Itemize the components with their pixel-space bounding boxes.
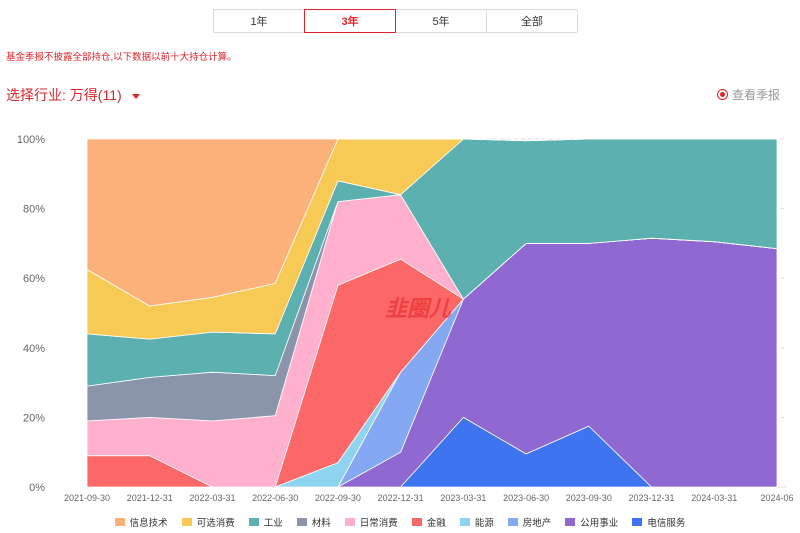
legend-label: 可选消费 xyxy=(196,518,235,529)
x-tick-label: 2023-03-31 xyxy=(440,493,486,503)
legend-item[interactable]: 金融 xyxy=(411,515,446,529)
legend-label: 工业 xyxy=(263,518,283,529)
chart-legend: 信息技术 可选消费 工业 材料 日常消费 金融 能源 房地产 公用事业 电信服务 xyxy=(0,515,800,529)
y-tick-label: 60% xyxy=(23,273,45,285)
legend-swatch xyxy=(459,518,470,526)
y-tick-label: 0% xyxy=(29,482,45,494)
legend-label: 电信服务 xyxy=(647,518,686,529)
x-tick-label: 2024-03-31 xyxy=(691,493,737,503)
stacked-area-chart: 0%20%40%60%80%100% 2021-09-30 2021-12-31 2… xyxy=(17,134,794,503)
x-tick-label: 2022-12-31 xyxy=(378,493,424,503)
x-tick-label: 2022-03-31 xyxy=(189,493,235,503)
legend-swatch xyxy=(344,518,355,526)
tab-1y[interactable]: 1年 xyxy=(213,9,305,33)
x-tick-label: 2021-09-30 xyxy=(64,493,110,503)
legend-item[interactable]: 能源 xyxy=(459,515,494,529)
tab-5y[interactable]: 5年 xyxy=(395,9,487,33)
industry-selector[interactable]: 选择行业: 万得(11) xyxy=(6,85,140,105)
area-series-信息技术[interactable] xyxy=(86,138,778,307)
radio-icon[interactable] xyxy=(716,89,728,100)
legend-item[interactable]: 电信服务 xyxy=(632,515,685,529)
season-report-label: 查看季报 xyxy=(731,88,780,102)
industry-value: 万得(11) xyxy=(69,87,122,103)
period-tabs: 1年 3年 5年 全部 xyxy=(213,9,578,33)
legend-swatch xyxy=(565,518,576,526)
legend-label: 能源 xyxy=(474,518,494,529)
x-tick-label: 2023-06-30 xyxy=(503,493,549,503)
y-tick-label: 100% xyxy=(17,134,45,146)
tab-3y[interactable]: 3年 xyxy=(304,9,396,33)
x-tick-label: 2022-09-30 xyxy=(315,493,361,503)
disclosure-notice: 基金季报不披露全部持仓,以下数据以前十大持仓计算。 xyxy=(6,52,237,63)
legend-swatch xyxy=(411,518,422,526)
tab-all[interactable]: 全部 xyxy=(486,9,578,33)
legend-item[interactable]: 材料 xyxy=(296,515,331,529)
x-tick-label: 2023-12-31 xyxy=(629,493,675,503)
caret-down-icon xyxy=(131,93,140,99)
season-report-toggle[interactable]: 查看季报 xyxy=(716,86,780,103)
legend-item[interactable]: 工业 xyxy=(248,515,283,529)
x-tick-label: 2022-06-30 xyxy=(252,493,298,503)
legend-label: 材料 xyxy=(311,518,331,529)
watermark-logo: 韭圈儿 xyxy=(385,296,452,321)
y-tick-label: 20% xyxy=(23,412,45,424)
legend-item[interactable]: 房地产 xyxy=(507,515,552,529)
x-tick-label: 2023-09-30 xyxy=(566,493,612,503)
chart-areas xyxy=(86,138,778,488)
x-tick-label: 2021-12-31 xyxy=(127,493,173,503)
x-tick-label: 2024-06 xyxy=(760,493,793,503)
legend-label: 公用事业 xyxy=(580,518,619,529)
legend-label: 信息技术 xyxy=(129,518,168,529)
legend-label: 金融 xyxy=(426,518,446,529)
x-axis: 2021-09-30 2021-12-31 2022-03-31 2022-06-30… xyxy=(64,493,794,503)
legend-swatch xyxy=(181,518,192,526)
y-axis: 0% 20% 40% 60% 80% 100% xyxy=(17,134,45,494)
legend-swatch xyxy=(632,518,643,526)
legend-swatch xyxy=(248,518,259,526)
legend-item[interactable]: 公用事业 xyxy=(565,515,618,529)
legend-swatch xyxy=(114,518,125,526)
legend-item[interactable]: 信息技术 xyxy=(114,515,168,529)
legend-label: 房地产 xyxy=(522,518,552,529)
legend-item[interactable]: 可选消费 xyxy=(181,515,235,529)
legend-label: 日常消费 xyxy=(359,518,398,529)
legend-item[interactable]: 日常消费 xyxy=(344,515,398,529)
y-tick-label: 80% xyxy=(23,204,45,216)
legend-swatch xyxy=(507,518,518,526)
legend-swatch xyxy=(296,518,307,526)
y-tick-label: 40% xyxy=(23,343,45,355)
industry-label: 选择行业: xyxy=(6,87,66,103)
